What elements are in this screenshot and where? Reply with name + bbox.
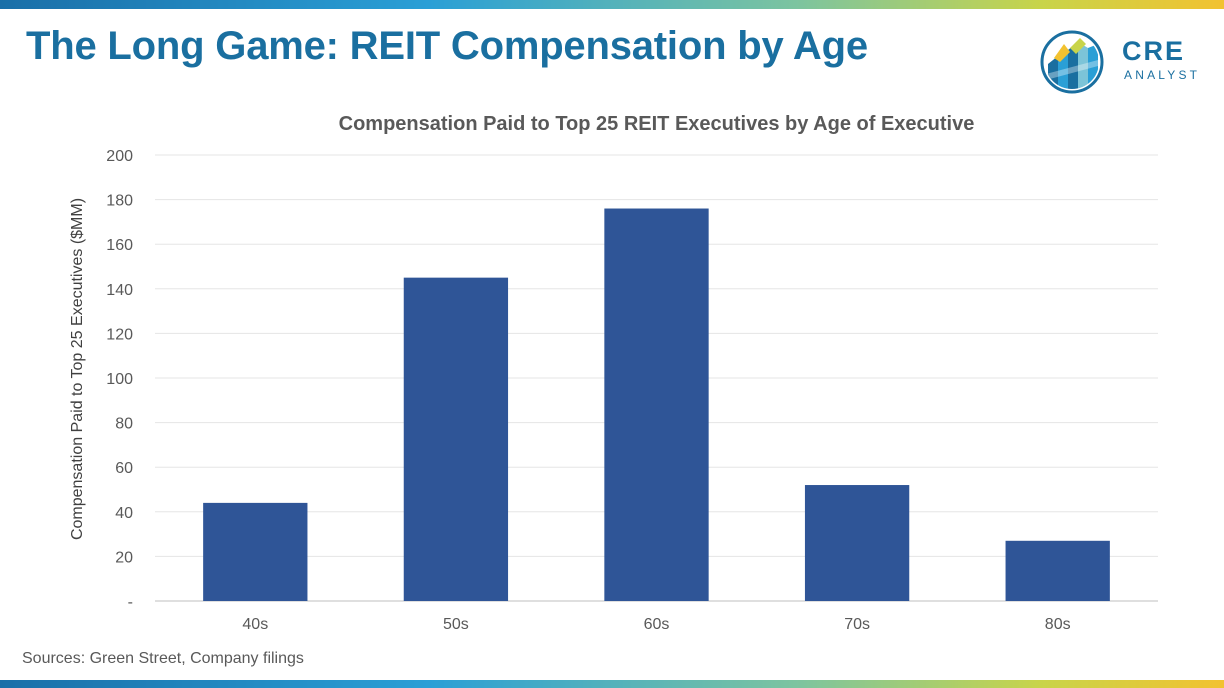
bar-70s — [804, 485, 910, 601]
cre-analyst-logo: CRE ANALYST — [1040, 30, 1210, 94]
y-tick-label: 180 — [106, 193, 133, 210]
y-tick-label: 20 — [115, 549, 133, 566]
bar-80s — [1005, 540, 1110, 601]
x-tick-label: 80s — [1045, 616, 1071, 633]
y-tick-label: 140 — [106, 282, 133, 299]
y-tick-label: 160 — [106, 237, 133, 254]
y-tick-label: 80 — [115, 416, 133, 433]
y-tick-label: - — [128, 594, 133, 611]
y-tick-label: 120 — [106, 326, 133, 343]
y-tick-label: 100 — [106, 371, 133, 388]
source-note: Sources: Green Street, Company filings — [22, 650, 304, 667]
y-tick-label: 60 — [115, 460, 133, 477]
bar-40s — [203, 502, 308, 601]
bottom-accent-bar — [0, 680, 1224, 688]
chart-title: Compensation Paid to Top 25 REIT Executi… — [338, 113, 975, 135]
y-tick-label: 200 — [106, 148, 133, 165]
top-accent-bar — [0, 0, 1224, 9]
x-tick-label: 70s — [844, 616, 870, 633]
x-tick-label: 40s — [242, 616, 268, 633]
bar-60s — [604, 208, 709, 601]
page-title: The Long Game: REIT Compensation by Age — [26, 24, 868, 68]
x-tick-label: 60s — [644, 616, 670, 633]
logo-wordmark: CRE — [1122, 36, 1186, 66]
x-tick-label: 50s — [443, 616, 469, 633]
y-tick-label: 40 — [115, 505, 133, 522]
logo-emblem-icon — [1040, 30, 1104, 94]
bar-50s — [403, 277, 509, 601]
logo-subword: ANALYST — [1124, 68, 1201, 82]
